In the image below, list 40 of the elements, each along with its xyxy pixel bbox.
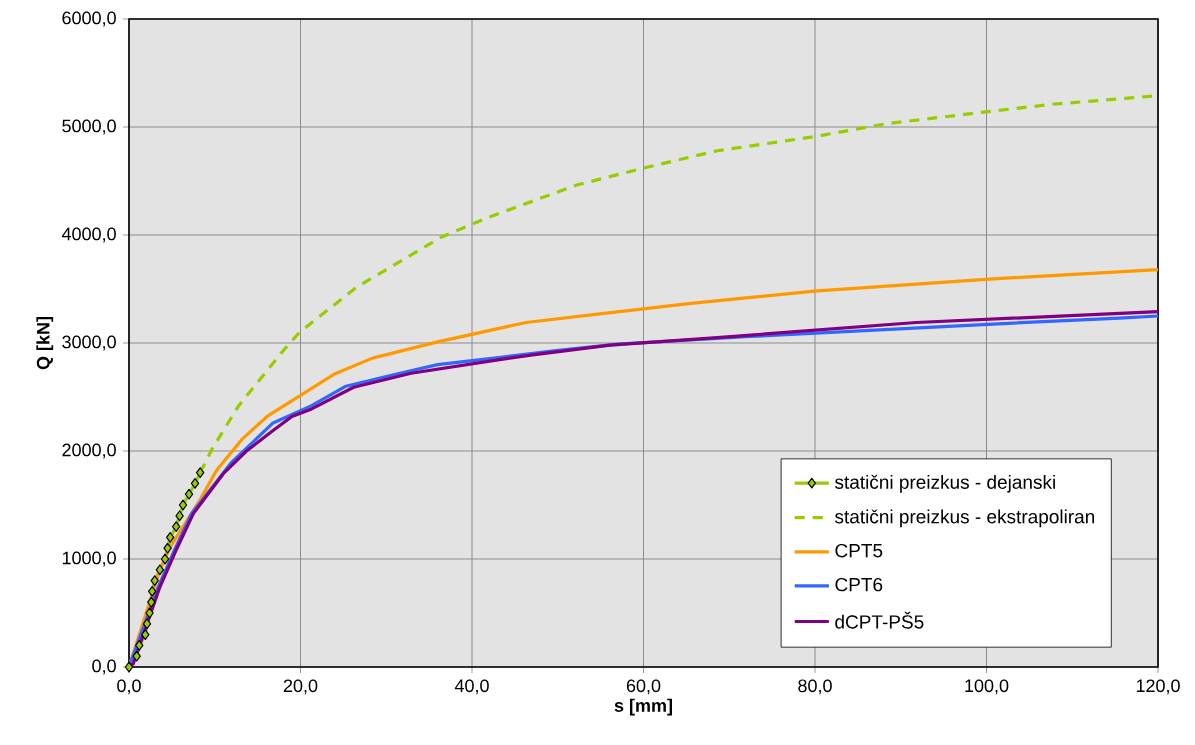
y-tick-label: 2000,0 <box>62 443 116 459</box>
legend-label: dCPT-PŠ5 <box>835 611 924 629</box>
x-tick-label: 60,0 <box>626 679 661 695</box>
y-tick-label: 5000,0 <box>62 119 116 135</box>
y-axis-title: Q [kN] <box>36 317 54 370</box>
point <box>141 629 150 640</box>
x-tick-label: 120,0 <box>1136 679 1180 695</box>
legend-label: statični preizkus - ekstrapoliran <box>835 509 1095 528</box>
point <box>195 467 205 478</box>
legend-label: statični preizkus - dejanski <box>835 474 1055 493</box>
point <box>178 499 188 511</box>
point <box>147 596 156 608</box>
point <box>165 532 175 543</box>
point <box>124 661 134 673</box>
point <box>132 650 141 662</box>
x-axis-title: s [mm] <box>614 698 672 716</box>
y-tick-label: 4000,0 <box>61 227 116 243</box>
x-tick-label: 100,0 <box>965 679 1009 695</box>
x-tick-label: 20,0 <box>283 679 318 695</box>
y-tick-label: 3000,0 <box>62 335 116 351</box>
point <box>190 478 200 489</box>
point <box>175 510 184 522</box>
point <box>142 618 152 630</box>
point <box>155 564 165 576</box>
point <box>163 542 172 554</box>
point <box>160 553 170 565</box>
x-tick-label: 80,0 <box>798 679 832 695</box>
point <box>150 575 159 586</box>
y-tick-label: 1000,0 <box>62 551 116 567</box>
legend-label: CPT6 <box>835 577 883 592</box>
legend-label: CPT5 <box>835 543 883 558</box>
point <box>147 586 157 597</box>
x-tick-label: 40,0 <box>454 679 489 695</box>
point <box>145 607 154 619</box>
point <box>135 640 144 651</box>
point <box>184 488 194 500</box>
y-tick-label: 6000,0 <box>62 11 116 27</box>
point <box>171 521 181 532</box>
y-tick-label: 0,0 <box>92 659 116 675</box>
x-tick-label: 0,0 <box>117 679 141 695</box>
